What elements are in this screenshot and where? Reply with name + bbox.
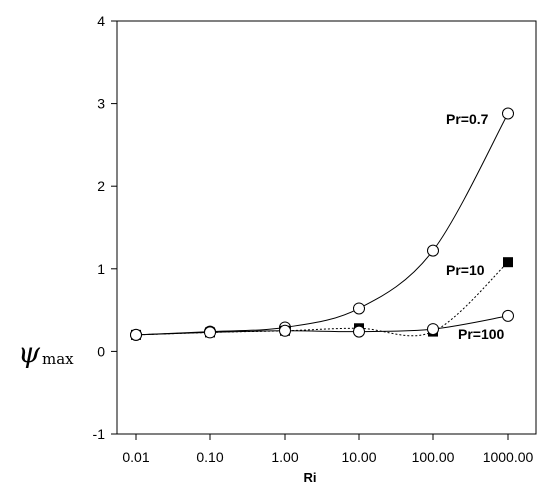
x-tick-label: 100.00 [412,449,455,465]
y-tick-label: 3 [97,96,105,112]
data-point-pr-0-7 [427,244,439,257]
y-tick-label: 4 [97,13,105,29]
data-point-pr-10 [503,257,513,268]
series-lines [135,113,509,337]
y-axis-title: ψ max [18,336,74,369]
data-point-pr-100 [427,323,439,336]
data-point-pr-0-7 [353,302,365,315]
x-tick-label: 0.10 [196,449,223,465]
y-tick-label: -1 [93,426,106,442]
series-line-pr-100 [135,315,509,336]
plot-area-border [116,20,537,435]
plot-frame [116,20,537,435]
y-axis-ticks: -1 0 1 2 3 4 [93,13,117,442]
data-point-pr-100 [130,328,142,341]
y-axis-title-main: ψ [18,336,41,369]
series-line-pr-0-7 [135,113,509,336]
x-axis-title: Ri [304,470,317,483]
x-tick-label: 1000.00 [483,449,534,465]
series-markers [130,107,514,341]
y-tick-label: 0 [97,343,105,359]
y-tick-label: 1 [97,261,105,277]
data-point-pr-100 [279,324,291,337]
data-point-pr-100 [204,326,216,339]
series-label-pr-100: Pr=100 [458,326,505,342]
x-tick-label: 10.00 [341,449,376,465]
series-label-pr-10: Pr=10 [446,262,485,278]
data-point-pr-100 [502,309,514,322]
y-tick-label: 2 [97,178,105,194]
x-tick-label: 1.00 [271,449,298,465]
y-axis-title-subscript: max [42,350,74,368]
x-axis-ticks: 0.01 0.10 1.00 10.00 100.00 1000.00 [122,434,534,465]
data-point-pr-0-7 [502,107,514,120]
series-label-pr-0-7: Pr=0.7 [446,111,489,127]
x-tick-label: 0.01 [122,449,149,465]
data-point-pr-100 [353,325,365,338]
